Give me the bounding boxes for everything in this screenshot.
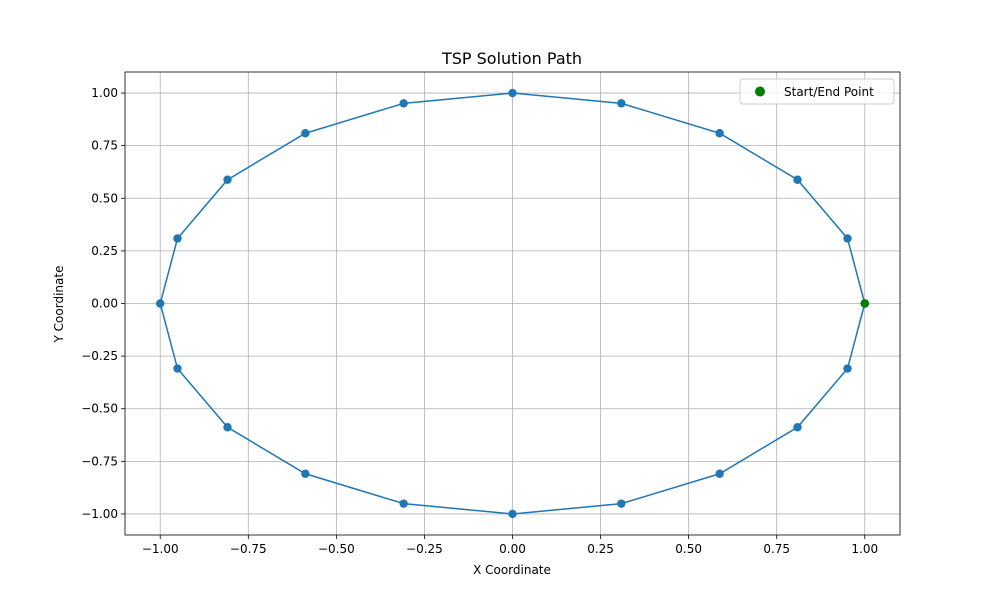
- start-end-point: [860, 299, 869, 308]
- x-tick-label: −0.50: [318, 542, 355, 556]
- x-tick-label: 0.00: [499, 542, 526, 556]
- data-layer: [156, 88, 869, 519]
- y-tick-label: −0.25: [81, 349, 118, 363]
- tsp-city-point: [793, 423, 802, 432]
- tsp-city-point: [843, 364, 852, 373]
- tsp-city-point: [173, 364, 182, 373]
- x-tick-label: 0.25: [587, 542, 614, 556]
- y-tick-label: 0.50: [91, 191, 118, 205]
- y-tick-label: −1.00: [81, 507, 118, 521]
- x-tick-label: 0.75: [763, 542, 790, 556]
- x-axis-label: X Coordinate: [473, 563, 551, 577]
- legend-box: [739, 78, 895, 105]
- tsp-city-point: [156, 299, 165, 308]
- y-tick-label: 0.75: [91, 139, 118, 153]
- tsp-city-point: [793, 175, 802, 184]
- tsp-city-point: [617, 99, 626, 108]
- y-tick-label: −0.75: [81, 454, 118, 468]
- legend-marker-start-end: [755, 86, 765, 97]
- tsp-city-point: [715, 129, 724, 138]
- tsp-city-point: [223, 423, 232, 432]
- x-tick-label: −1.00: [142, 542, 179, 556]
- x-tick-label: −0.75: [230, 542, 267, 556]
- tsp-city-point: [617, 499, 626, 508]
- tsp-city-point: [223, 175, 232, 184]
- legend-label-start-end: Start/End Point: [784, 85, 874, 99]
- tsp-city-point: [399, 99, 408, 108]
- legend: Start/End Point: [739, 78, 895, 105]
- x-tick-label: 1.00: [851, 542, 878, 556]
- y-tick-label: 0.25: [91, 244, 118, 258]
- tsp-city-point: [508, 509, 517, 519]
- tsp-city-point: [399, 499, 408, 508]
- tsp-city-point: [508, 88, 517, 98]
- tick-layer: −1.00 −0.75 −0.50 −0.25 0.00 0.25 0.50 0.75 1.00…: [81, 86, 878, 556]
- tsp-city-point: [173, 234, 182, 243]
- tsp-city-point: [301, 129, 310, 138]
- y-tick-label: 0.00: [91, 297, 118, 311]
- y-axis-label: Y Coordinate: [52, 266, 66, 344]
- y-tick-label: −0.50: [81, 402, 118, 416]
- chart-title: TSP Solution Path: [441, 49, 582, 68]
- x-tick-label: 0.50: [675, 542, 702, 556]
- y-tick-label: 1.00: [91, 86, 118, 100]
- tsp-city-point: [715, 469, 724, 478]
- x-tick-label: −0.25: [406, 542, 443, 556]
- grid-layer: [125, 72, 900, 535]
- tsp-city-point: [301, 469, 310, 478]
- tsp-city-point: [843, 234, 852, 243]
